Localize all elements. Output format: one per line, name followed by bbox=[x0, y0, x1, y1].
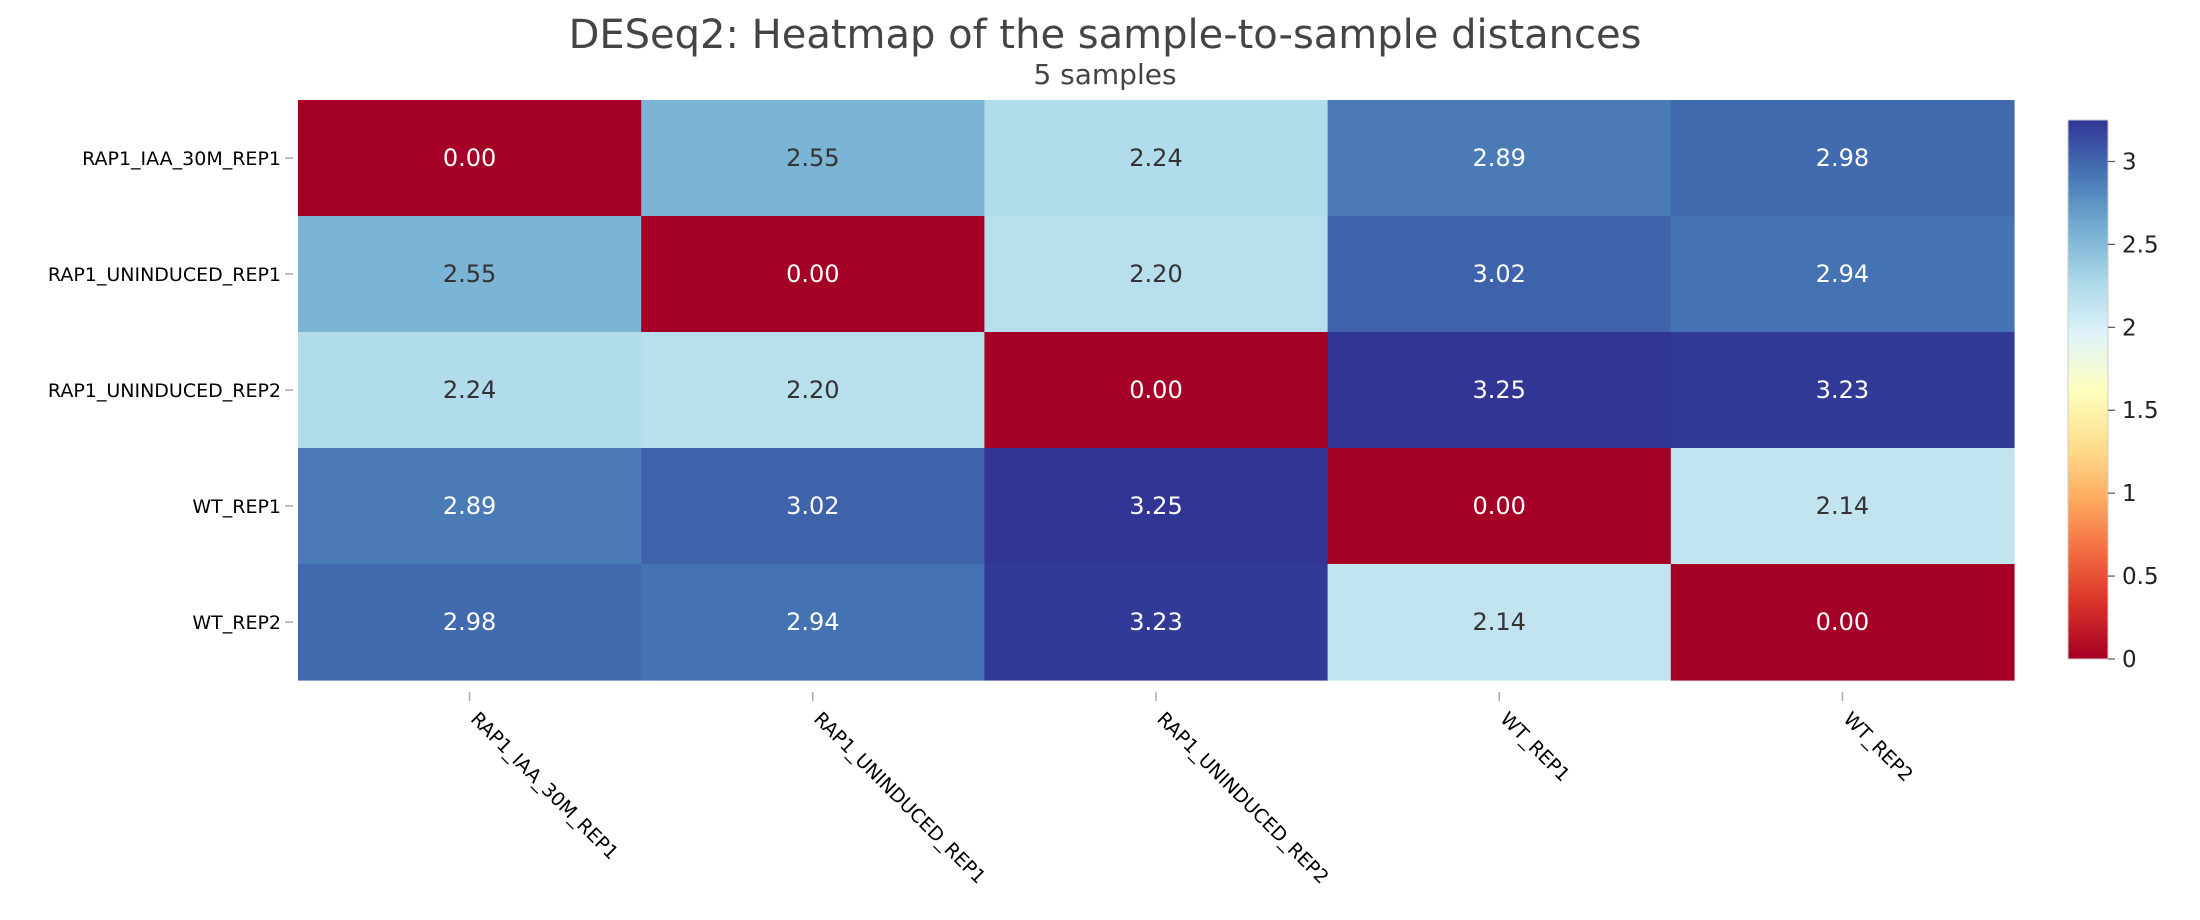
heatmap-cell bbox=[1670, 564, 2015, 681]
heatmap-cell bbox=[298, 216, 642, 333]
heatmap-cell bbox=[641, 448, 985, 565]
heatmap-cell bbox=[641, 564, 985, 681]
column-tick-label: RAP1_UNINDUCED_REP1 bbox=[809, 708, 989, 888]
colorbar-tick-label: 1 bbox=[2122, 481, 2137, 507]
cell-value-label: 3.02 bbox=[786, 492, 839, 520]
column-axis: RAP1_IAA_30M_REP1 RAP1_UNINDUCED_REP1 RAP1… bbox=[466, 692, 1917, 888]
heatmap-cell bbox=[1670, 216, 2015, 333]
chart-title: DESeq2: Heatmap of the sample-to-sample … bbox=[569, 12, 1642, 58]
heatmap-cell bbox=[641, 332, 985, 449]
colorbar-tick-label: 0.5 bbox=[2122, 564, 2159, 590]
row-tick-label: RAP1_UNINDUCED_REP1 bbox=[48, 264, 281, 286]
colorbar-tick-label: 2 bbox=[2122, 315, 2137, 341]
heatmap-cell-labels: 0.00 2.55 2.24 2.89 2.98 2.55 0.00 2.20 3.02 2.94… bbox=[443, 144, 1869, 636]
heatmap-cell bbox=[298, 448, 642, 565]
column-tick-label: WT_REP2 bbox=[1839, 708, 1917, 786]
cell-value-label: 2.14 bbox=[1816, 492, 1869, 520]
colorbar-tick-label: 2.5 bbox=[2122, 232, 2159, 258]
cell-value-label: 2.98 bbox=[1816, 144, 1869, 172]
heatmap-cell bbox=[298, 564, 642, 681]
cell-value-label: 0.00 bbox=[1472, 492, 1525, 520]
cell-value-label: 2.98 bbox=[443, 608, 496, 636]
colorbar-tick-label: 3 bbox=[2122, 149, 2137, 175]
cell-value-label: 0.00 bbox=[786, 260, 839, 288]
cell-value-label: 2.24 bbox=[1129, 144, 1182, 172]
cell-value-label: 2.20 bbox=[786, 376, 839, 404]
heatmap-cell bbox=[984, 100, 1329, 217]
cell-value-label: 2.20 bbox=[1129, 260, 1182, 288]
cell-value-label: 3.23 bbox=[1816, 376, 1869, 404]
row-tick-label: RAP1_IAA_30M_REP1 bbox=[82, 148, 281, 170]
colorbar: 0 0.5 1 1.5 2 2.5 3 bbox=[2067, 119, 2159, 673]
heatmap-cell bbox=[984, 448, 1329, 565]
cell-value-label: 2.89 bbox=[443, 492, 496, 520]
heatmap-cell bbox=[1670, 332, 2015, 449]
heatmap-cell bbox=[298, 100, 642, 217]
heatmap-cell bbox=[984, 332, 1329, 449]
column-tick-label: RAP1_IAA_30M_REP1 bbox=[466, 708, 622, 864]
cell-value-label: 2.94 bbox=[1816, 260, 1869, 288]
heatmap-cell bbox=[298, 332, 642, 449]
heatmap-cell bbox=[641, 216, 985, 333]
cell-value-label: 2.55 bbox=[443, 260, 496, 288]
cell-value-label: 2.89 bbox=[1472, 144, 1525, 172]
heatmap-cell bbox=[984, 564, 1329, 681]
column-tick-label: RAP1_UNINDUCED_REP2 bbox=[1152, 708, 1332, 888]
heatmap-cells bbox=[298, 100, 2015, 681]
heatmap-cell bbox=[641, 100, 985, 217]
cell-value-label: 3.23 bbox=[1129, 608, 1182, 636]
chart-subtitle: 5 samples bbox=[1033, 58, 1176, 91]
row-tick-label: WT_REP1 bbox=[192, 496, 281, 518]
row-axis: RAP1_IAA_30M_REP1 RAP1_UNINDUCED_REP1 RAP1… bbox=[48, 148, 293, 634]
cell-value-label: 3.25 bbox=[1129, 492, 1182, 520]
row-tick-label: WT_REP2 bbox=[192, 612, 281, 634]
heatmap-cell bbox=[1670, 448, 2015, 565]
colorbar-gradient bbox=[2067, 119, 2109, 660]
heatmap-cell bbox=[984, 216, 1329, 333]
cell-value-label: 2.14 bbox=[1472, 608, 1525, 636]
cell-value-label: 0.00 bbox=[1816, 608, 1869, 636]
heatmap-cell bbox=[1327, 100, 1672, 217]
row-tick-label: RAP1_UNINDUCED_REP2 bbox=[48, 380, 281, 402]
column-tick-label: WT_REP1 bbox=[1496, 708, 1574, 786]
cell-value-label: 3.25 bbox=[1472, 376, 1525, 404]
cell-value-label: 0.00 bbox=[1129, 376, 1182, 404]
heatmap-cell bbox=[1670, 100, 2015, 217]
heatmap-cell bbox=[1327, 448, 1672, 565]
heatmap-cell bbox=[1327, 332, 1672, 449]
colorbar-tick-label: 1.5 bbox=[2122, 398, 2159, 424]
cell-value-label: 2.24 bbox=[443, 376, 496, 404]
heatmap-cell bbox=[1327, 216, 1672, 333]
heatmap-cell bbox=[1327, 564, 1672, 681]
cell-value-label: 2.94 bbox=[786, 608, 839, 636]
cell-value-label: 3.02 bbox=[1472, 260, 1525, 288]
colorbar-tick-label: 0 bbox=[2122, 647, 2137, 673]
cell-value-label: 0.00 bbox=[443, 144, 496, 172]
cell-value-label: 2.55 bbox=[786, 144, 839, 172]
